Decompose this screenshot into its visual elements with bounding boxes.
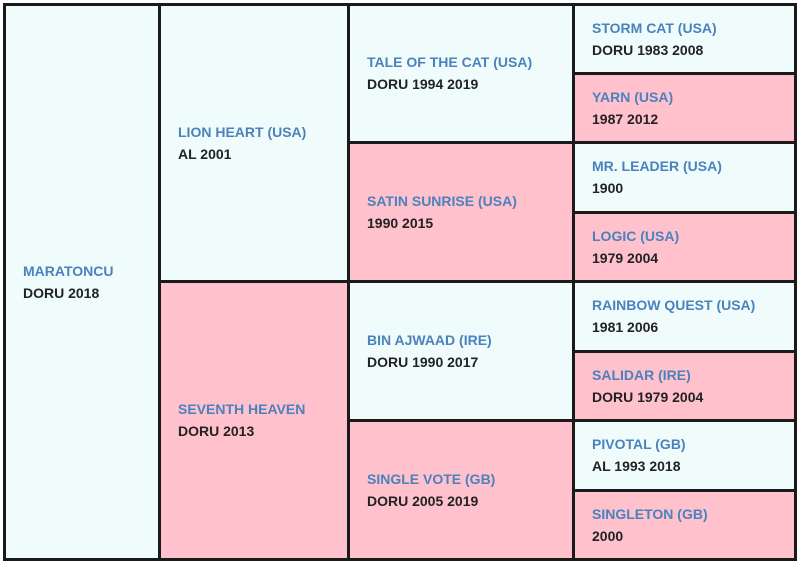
pedigree-gen4-cell: PIVOTAL (GB) AL 1993 2018: [572, 419, 797, 492]
pedigree-gen3-cell: TALE OF THE CAT (USA) DORU 1994 2019: [347, 3, 575, 144]
gen4-name-link[interactable]: PIVOTAL (GB): [592, 436, 686, 452]
dam-info: DORU 2013: [178, 423, 255, 439]
pedigree-dam: SEVENTH HEAVEN DORU 2013: [158, 280, 350, 561]
pedigree-sire: LION HEART (USA) AL 2001: [158, 3, 350, 283]
gen3-info: 1990 2015: [367, 214, 434, 231]
gen4-name-link[interactable]: MR. LEADER (USA): [592, 158, 722, 174]
subject-name-link[interactable]: MARATONCU: [23, 262, 114, 279]
sire-name-link[interactable]: LION HEART (USA): [178, 123, 307, 140]
gen3-info: DORU 2005 2019: [367, 492, 479, 509]
gen3-name-link[interactable]: SINGLE VOTE (GB): [367, 470, 496, 487]
gen4-name-link[interactable]: LOGIC (USA): [592, 227, 680, 244]
pedigree-gen3-cell: SINGLE VOTE (GB) DORU 2005 2019: [347, 419, 575, 561]
gen4-name-link[interactable]: SINGLETON (GB): [592, 505, 708, 522]
subject-info: DORU 2018: [23, 284, 100, 301]
pedigree-gen3-cell: SATIN SUNRISE (USA) 1990 2015: [347, 141, 575, 283]
gen3-name-link[interactable]: SATIN SUNRISE (USA): [367, 192, 517, 209]
pedigree-gen4-cell: YARN (USA) 1987 2012: [572, 72, 797, 144]
gen4-name-link[interactable]: STORM CAT (USA): [592, 19, 717, 36]
gen3-name-link[interactable]: TALE OF THE CAT (USA): [367, 54, 533, 70]
pedigree-gen4-cell: STORM CAT (USA) DORU 1983 2008: [572, 3, 797, 75]
gen3-info: DORU 1994 2019: [367, 76, 479, 92]
gen4-info: 1981 2006: [592, 319, 659, 335]
gen4-info: 1979 2004: [592, 249, 659, 266]
gen4-name-link[interactable]: YARN (USA): [592, 88, 674, 105]
pedigree-gen4-cell: MR. LEADER (USA) 1900: [572, 141, 797, 214]
gen4-info: DORU 1983 2008: [592, 41, 704, 58]
gen4-name-link[interactable]: SALIDAR (IRE): [592, 366, 691, 383]
gen4-info: 1987 2012: [592, 110, 659, 127]
pedigree-gen4-cell: RAINBOW QUEST (USA) 1981 2006: [572, 280, 797, 353]
pedigree-gen4-cell: SALIDAR (IRE) DORU 1979 2004: [572, 350, 797, 422]
pedigree-gen3-cell: BIN AJWAAD (IRE) DORU 1990 2017: [347, 280, 575, 422]
gen4-info: 2000: [592, 527, 624, 544]
gen4-info: DORU 1979 2004: [592, 388, 704, 405]
pedigree-gen4-cell: LOGIC (USA) 1979 2004: [572, 211, 797, 283]
pedigree-subject: MARATONCU DORU 2018: [3, 3, 161, 561]
gen3-name-link[interactable]: BIN AJWAAD (IRE): [367, 331, 492, 348]
gen4-info: 1900: [592, 180, 624, 196]
dam-name-link[interactable]: SEVENTH HEAVEN: [178, 401, 306, 417]
pedigree-gen4-cell: SINGLETON (GB) 2000: [572, 489, 797, 561]
gen4-name-link[interactable]: RAINBOW QUEST (USA): [592, 297, 756, 313]
sire-info: AL 2001: [178, 145, 232, 162]
gen3-info: DORU 1990 2017: [367, 353, 479, 370]
gen4-info: AL 1993 2018: [592, 458, 681, 474]
